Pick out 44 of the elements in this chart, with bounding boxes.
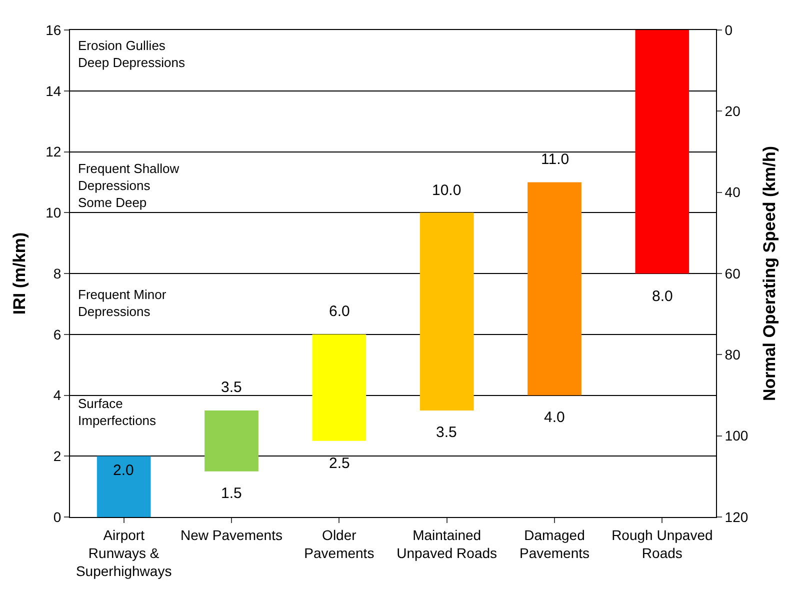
x-tick-label: Older Pavements xyxy=(304,526,374,561)
annotation: 6.0 xyxy=(329,303,350,320)
x-tick-label: Damaged Pavements xyxy=(519,526,590,561)
y-tick-label: 2 xyxy=(53,448,62,464)
y-tick-label: 4 xyxy=(53,387,62,404)
bar xyxy=(528,182,582,396)
annotation: 10.0 xyxy=(432,182,462,199)
y-tick-label: 10 xyxy=(46,204,62,221)
y2-tick-label: 0 xyxy=(724,22,733,38)
bar xyxy=(204,410,258,472)
y-axis-title: IRI (m/km) xyxy=(10,232,30,315)
y2-tick-label: 100 xyxy=(724,428,748,444)
annotation: Surface Imperfections xyxy=(78,396,157,428)
y2-tick-label: 60 xyxy=(724,265,741,282)
bar xyxy=(96,456,151,517)
x-tick-label: Airport Runways & Superhighways xyxy=(76,526,172,580)
y2-tick-label: 20 xyxy=(724,103,741,120)
annotation: 11.0 xyxy=(541,151,570,168)
y2-tick-label: 80 xyxy=(724,346,741,363)
annotation: Frequent Shallow Depressions Some Deep xyxy=(78,161,180,210)
y-tick-label: 6 xyxy=(53,326,62,342)
bar xyxy=(635,30,690,274)
y-tick-label: 14 xyxy=(46,82,62,99)
y-tick-label: 8 xyxy=(53,265,62,282)
y2-tick-label: 120 xyxy=(724,508,748,525)
annotation: 4.0 xyxy=(544,409,565,426)
annotation: 1.5 xyxy=(221,485,242,502)
annotation: Erosion Gullies Deep Depressions xyxy=(78,38,186,70)
annotation: 2.0 xyxy=(113,462,134,479)
annotation: 3.5 xyxy=(221,379,242,396)
y-tick-label: 16 xyxy=(46,22,62,38)
x-tick-label: New Pavements xyxy=(180,526,282,543)
annotation: Frequent Minor Depressions xyxy=(78,287,167,319)
annotation: 2.5 xyxy=(329,455,350,472)
x-tick-label: Maintained Unpaved Roads xyxy=(396,526,498,561)
bar xyxy=(420,212,474,410)
y2-tick-label: 40 xyxy=(724,184,741,200)
y2-axis-title: Normal Operating Speed (km/h) xyxy=(760,146,779,402)
bar xyxy=(312,334,366,441)
x-tick-label: Rough Unpaved Roads xyxy=(612,526,713,561)
annotation: 8.0 xyxy=(652,288,673,305)
annotation: 3.5 xyxy=(436,424,457,441)
y-tick-label: 0 xyxy=(53,508,62,525)
y-tick-label: 12 xyxy=(46,144,62,160)
